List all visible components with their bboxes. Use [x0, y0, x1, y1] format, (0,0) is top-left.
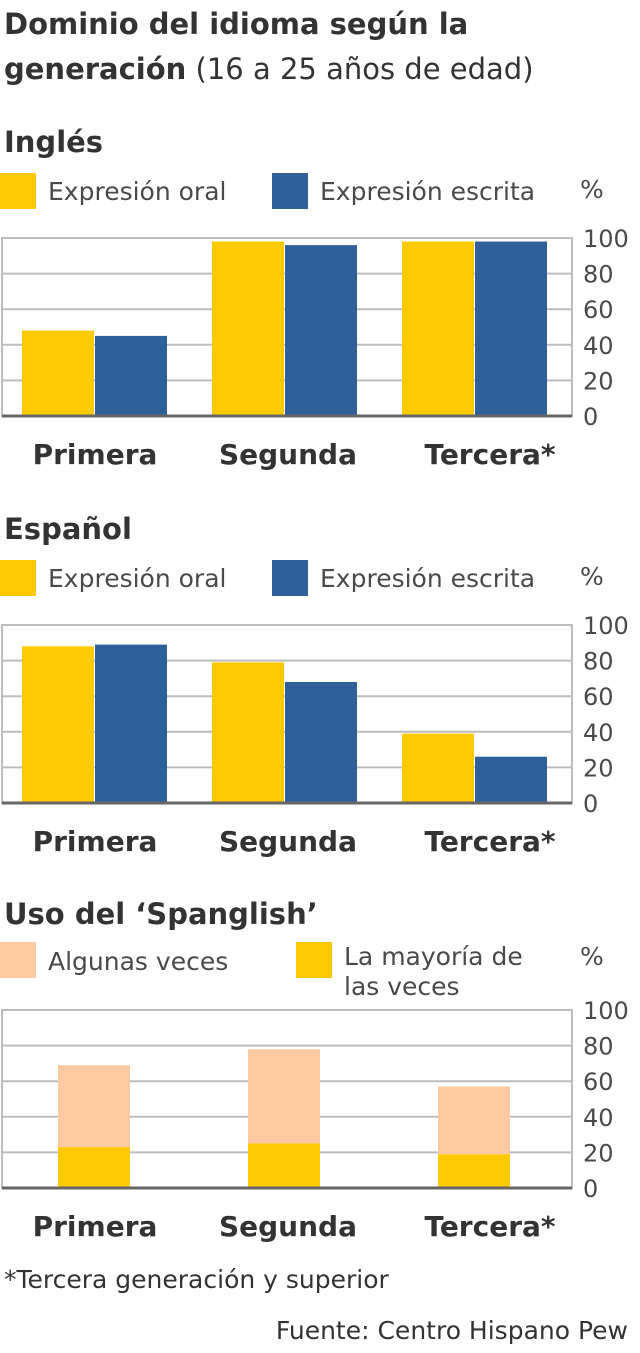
- bar-oral: [22, 646, 94, 803]
- bar-escrita: [95, 335, 167, 416]
- y-tick-label: 40: [583, 719, 614, 747]
- x-tick-label: Segunda: [219, 1210, 357, 1243]
- y-tick-label: 20: [583, 1139, 614, 1167]
- chart-title: Español: [4, 512, 132, 546]
- legend-label-algunas: Algunas veces: [48, 947, 229, 976]
- chart-title: Inglés: [4, 125, 104, 159]
- bar-escrita: [285, 681, 357, 803]
- x-tick-label: Tercera*: [424, 825, 555, 858]
- legend-label-escrita: Expresión escrita: [320, 177, 536, 206]
- y-tick-label: 40: [583, 1104, 614, 1132]
- y-tick-label: 20: [583, 754, 614, 782]
- x-tick-label: Segunda: [219, 438, 357, 471]
- legend-swatch-escrita: [272, 173, 308, 209]
- bar-mayoria: [438, 1154, 510, 1188]
- legend-label-oral: Expresión oral: [48, 177, 227, 206]
- x-tick-label: Segunda: [219, 825, 357, 858]
- y-tick-label: 0: [583, 1175, 598, 1203]
- chart-title: Uso del ‘Spanglish’: [4, 897, 318, 931]
- bar-oral: [212, 241, 284, 416]
- legend-swatch-oral: [0, 173, 36, 209]
- x-tick-label: Primera: [33, 438, 158, 471]
- bar-algunas: [248, 1049, 320, 1144]
- legend-swatch-mayoria: [296, 942, 332, 978]
- y-tick-label: 100: [583, 997, 629, 1025]
- bar-escrita: [475, 241, 547, 416]
- legend-swatch-algunas: [0, 942, 36, 978]
- unit-label: %: [580, 942, 604, 971]
- y-tick-label: 80: [583, 1033, 614, 1061]
- legend-label-oral: Expresión oral: [48, 564, 227, 593]
- bar-mayoria: [248, 1143, 320, 1188]
- chart-espanol: Español Expresión oral Expresión escrita…: [0, 512, 640, 882]
- bar-oral: [402, 733, 474, 803]
- chart-ingles: Inglés Expresión oral Expresión escrita …: [0, 125, 640, 495]
- unit-label: %: [580, 175, 604, 204]
- y-tick-label: 20: [583, 367, 614, 395]
- page-title: Dominio del idioma según la generación (…: [4, 2, 636, 92]
- y-tick-label: 0: [583, 403, 598, 431]
- footnote: *Tercera generación y superior: [4, 1265, 389, 1294]
- page-title-main: Dominio del idioma según la generación: [4, 7, 469, 86]
- y-tick-label: 100: [583, 612, 629, 640]
- bar-escrita: [285, 245, 357, 416]
- y-tick-label: 40: [583, 332, 614, 360]
- legend-label-mayoria: La mayoría de las veces: [344, 942, 523, 1001]
- y-tick-label: 80: [583, 261, 614, 289]
- unit-label: %: [580, 562, 604, 591]
- bar-algunas: [438, 1086, 510, 1155]
- legend-label-escrita: Expresión escrita: [320, 564, 536, 593]
- bar-mayoria: [58, 1147, 130, 1188]
- bar-escrita: [95, 644, 167, 803]
- bar-oral: [402, 241, 474, 416]
- chart-plot-espanol: 100 80 60 40 20 0 Primera Segunda Tercera*: [1, 612, 629, 858]
- x-tick-label: Tercera*: [424, 438, 555, 471]
- y-tick-label: 60: [583, 296, 614, 324]
- bar-oral: [212, 662, 284, 803]
- y-tick-label: 80: [583, 648, 614, 676]
- chart-plot-ingles: 100 80 60 40 20 0 Primera Segunda Tercera*: [1, 225, 629, 471]
- source-credit: Fuente: Centro Hispano Pew: [275, 1316, 628, 1345]
- y-tick-label: 60: [583, 1068, 614, 1096]
- page-title-subtitle: (16 a 25 años de edad): [195, 52, 534, 86]
- bar-algunas: [58, 1065, 130, 1148]
- x-tick-label: Tercera*: [424, 1210, 555, 1243]
- x-tick-label: Primera: [33, 825, 158, 858]
- bar-escrita: [475, 756, 547, 803]
- chart-plot-spanglish: 100 80 60 40 20 0 Primera Segunda Tercera*: [1, 997, 629, 1243]
- y-tick-label: 100: [583, 225, 629, 253]
- y-tick-label: 0: [583, 790, 598, 818]
- legend-swatch-oral: [0, 560, 36, 596]
- bar-oral: [22, 330, 94, 416]
- chart-spanglish: Uso del ‘Spanglish’ Algunas veces La may…: [0, 897, 640, 1267]
- x-tick-label: Primera: [33, 1210, 158, 1243]
- y-tick-label: 60: [583, 683, 614, 711]
- legend-swatch-escrita: [272, 560, 308, 596]
